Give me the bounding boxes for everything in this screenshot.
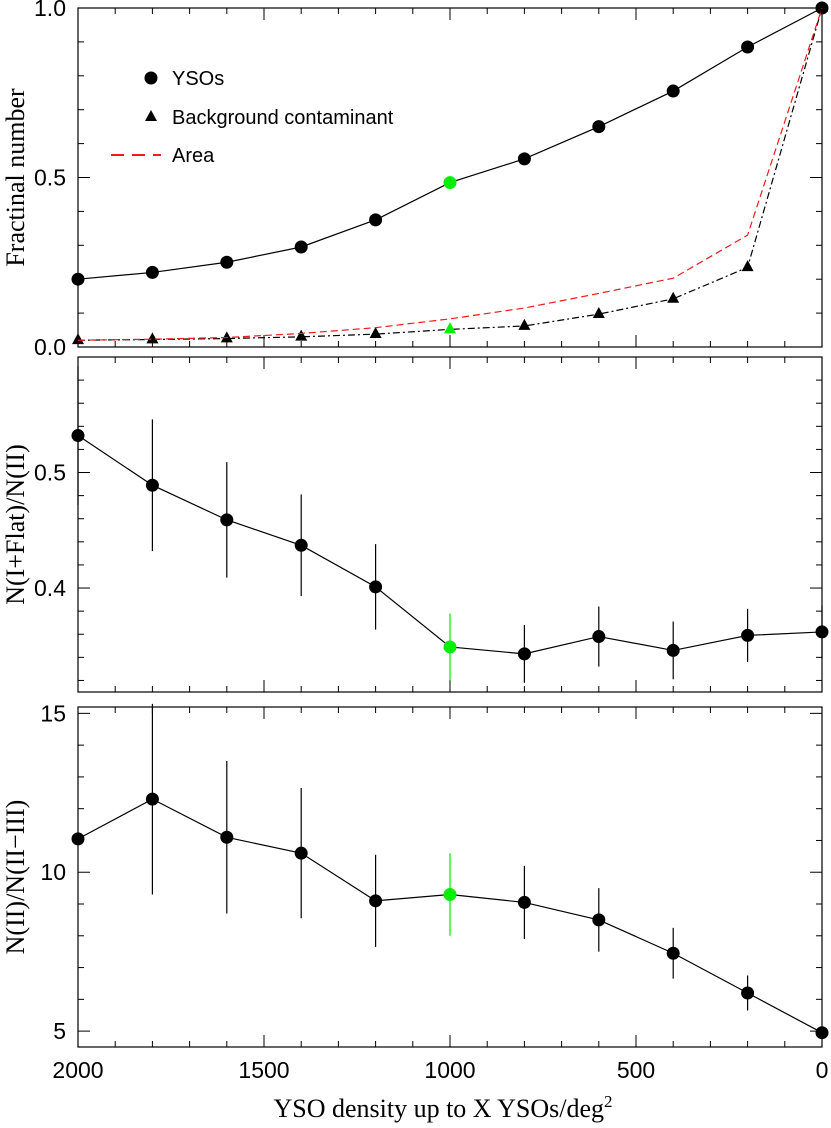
series-line bbox=[77, 7, 823, 341]
data-point bbox=[816, 0, 828, 12]
y-tick-label: 5 bbox=[53, 1018, 66, 1044]
legend-label: Area bbox=[172, 145, 215, 167]
panel-ratio-i-flat-ii: 0.4 0.5N(I+Flat)/N(II) bbox=[1, 356, 829, 693]
data-point bbox=[741, 986, 755, 1000]
data-point bbox=[443, 640, 457, 654]
y-axis-label: N(I+Flat)/N(II) bbox=[1, 444, 30, 605]
data-point bbox=[592, 630, 606, 644]
data-point bbox=[443, 176, 457, 190]
x-axis-label: YSO density up to X YSOs/deg2 bbox=[273, 1092, 612, 1123]
panel-ratio-ii-ii-iii: 5 10 15 N(II)/N(II−III) bbox=[1, 700, 829, 1048]
y-tick-label: 1.0 bbox=[34, 0, 66, 21]
data-point bbox=[369, 580, 383, 594]
x-tick-labels: 2000 1500 1000 500 0 bbox=[52, 1057, 828, 1083]
legend-label: Background contaminant bbox=[172, 107, 394, 129]
data-point bbox=[71, 832, 85, 846]
y-axis-label: Fractinal number bbox=[1, 88, 30, 267]
data-point bbox=[145, 792, 159, 806]
data-point bbox=[71, 272, 85, 286]
data-point bbox=[741, 40, 755, 54]
y-tick-label: 15 bbox=[40, 700, 66, 726]
data-point bbox=[592, 913, 606, 927]
y-tick-label: 0.4 bbox=[34, 575, 66, 601]
data-point bbox=[667, 291, 680, 303]
data-point bbox=[444, 322, 456, 334]
data-point bbox=[294, 846, 308, 860]
data-point bbox=[741, 628, 755, 642]
x-tick-label: 2000 bbox=[52, 1057, 103, 1083]
data-point bbox=[517, 647, 531, 661]
data-point bbox=[294, 538, 308, 552]
data-point bbox=[71, 429, 85, 443]
legend-marker-triangle bbox=[145, 110, 157, 121]
data-point bbox=[592, 306, 605, 318]
y-tick-label: 0.5 bbox=[34, 165, 66, 191]
data-point bbox=[145, 478, 159, 492]
data-point bbox=[220, 331, 233, 343]
x-tick-label: 500 bbox=[617, 1057, 655, 1083]
series-line bbox=[77, 7, 823, 341]
x-tick-label: 0 bbox=[816, 1057, 829, 1083]
y-tick-label: 10 bbox=[40, 859, 66, 885]
data-point bbox=[72, 333, 84, 345]
data-point bbox=[592, 120, 606, 134]
data-point bbox=[220, 255, 234, 269]
data-point bbox=[815, 625, 829, 639]
legend-marker-circle bbox=[144, 71, 158, 85]
data-point bbox=[666, 84, 680, 98]
data-point bbox=[518, 318, 531, 330]
legend-label: YSOs bbox=[172, 68, 224, 90]
x-tick-label: 1000 bbox=[424, 1057, 475, 1083]
data-point bbox=[741, 260, 754, 272]
data-point bbox=[145, 265, 159, 279]
data-point bbox=[369, 326, 382, 338]
data-point bbox=[146, 332, 159, 344]
series-line bbox=[77, 7, 823, 280]
data-point bbox=[443, 887, 457, 901]
y-tick-label: 0.0 bbox=[34, 334, 66, 360]
y-tick-label: 0.5 bbox=[34, 460, 66, 486]
data-point bbox=[517, 895, 531, 909]
x-axis-label-superscript: 2 bbox=[604, 1092, 613, 1111]
data-point bbox=[815, 1026, 829, 1040]
legend: YSOs Background contaminant Area bbox=[111, 68, 394, 167]
data-point bbox=[220, 513, 234, 527]
data-point bbox=[666, 643, 680, 657]
data-point bbox=[220, 830, 234, 844]
x-axis-label-text: YSO density up to X YSOs/deg bbox=[273, 1094, 604, 1123]
y-axis-label: N(II)/N(II−III) bbox=[1, 800, 30, 955]
data-point bbox=[369, 213, 383, 227]
panel-fractional-number: 0.0 0.5 1.0 Fractinal number bbox=[1, 0, 829, 360]
data-point bbox=[369, 894, 383, 908]
x-tick-label: 1500 bbox=[238, 1057, 289, 1083]
data-point bbox=[295, 329, 308, 341]
data-point bbox=[666, 946, 680, 960]
data-point bbox=[294, 240, 308, 254]
data-point bbox=[517, 152, 531, 166]
